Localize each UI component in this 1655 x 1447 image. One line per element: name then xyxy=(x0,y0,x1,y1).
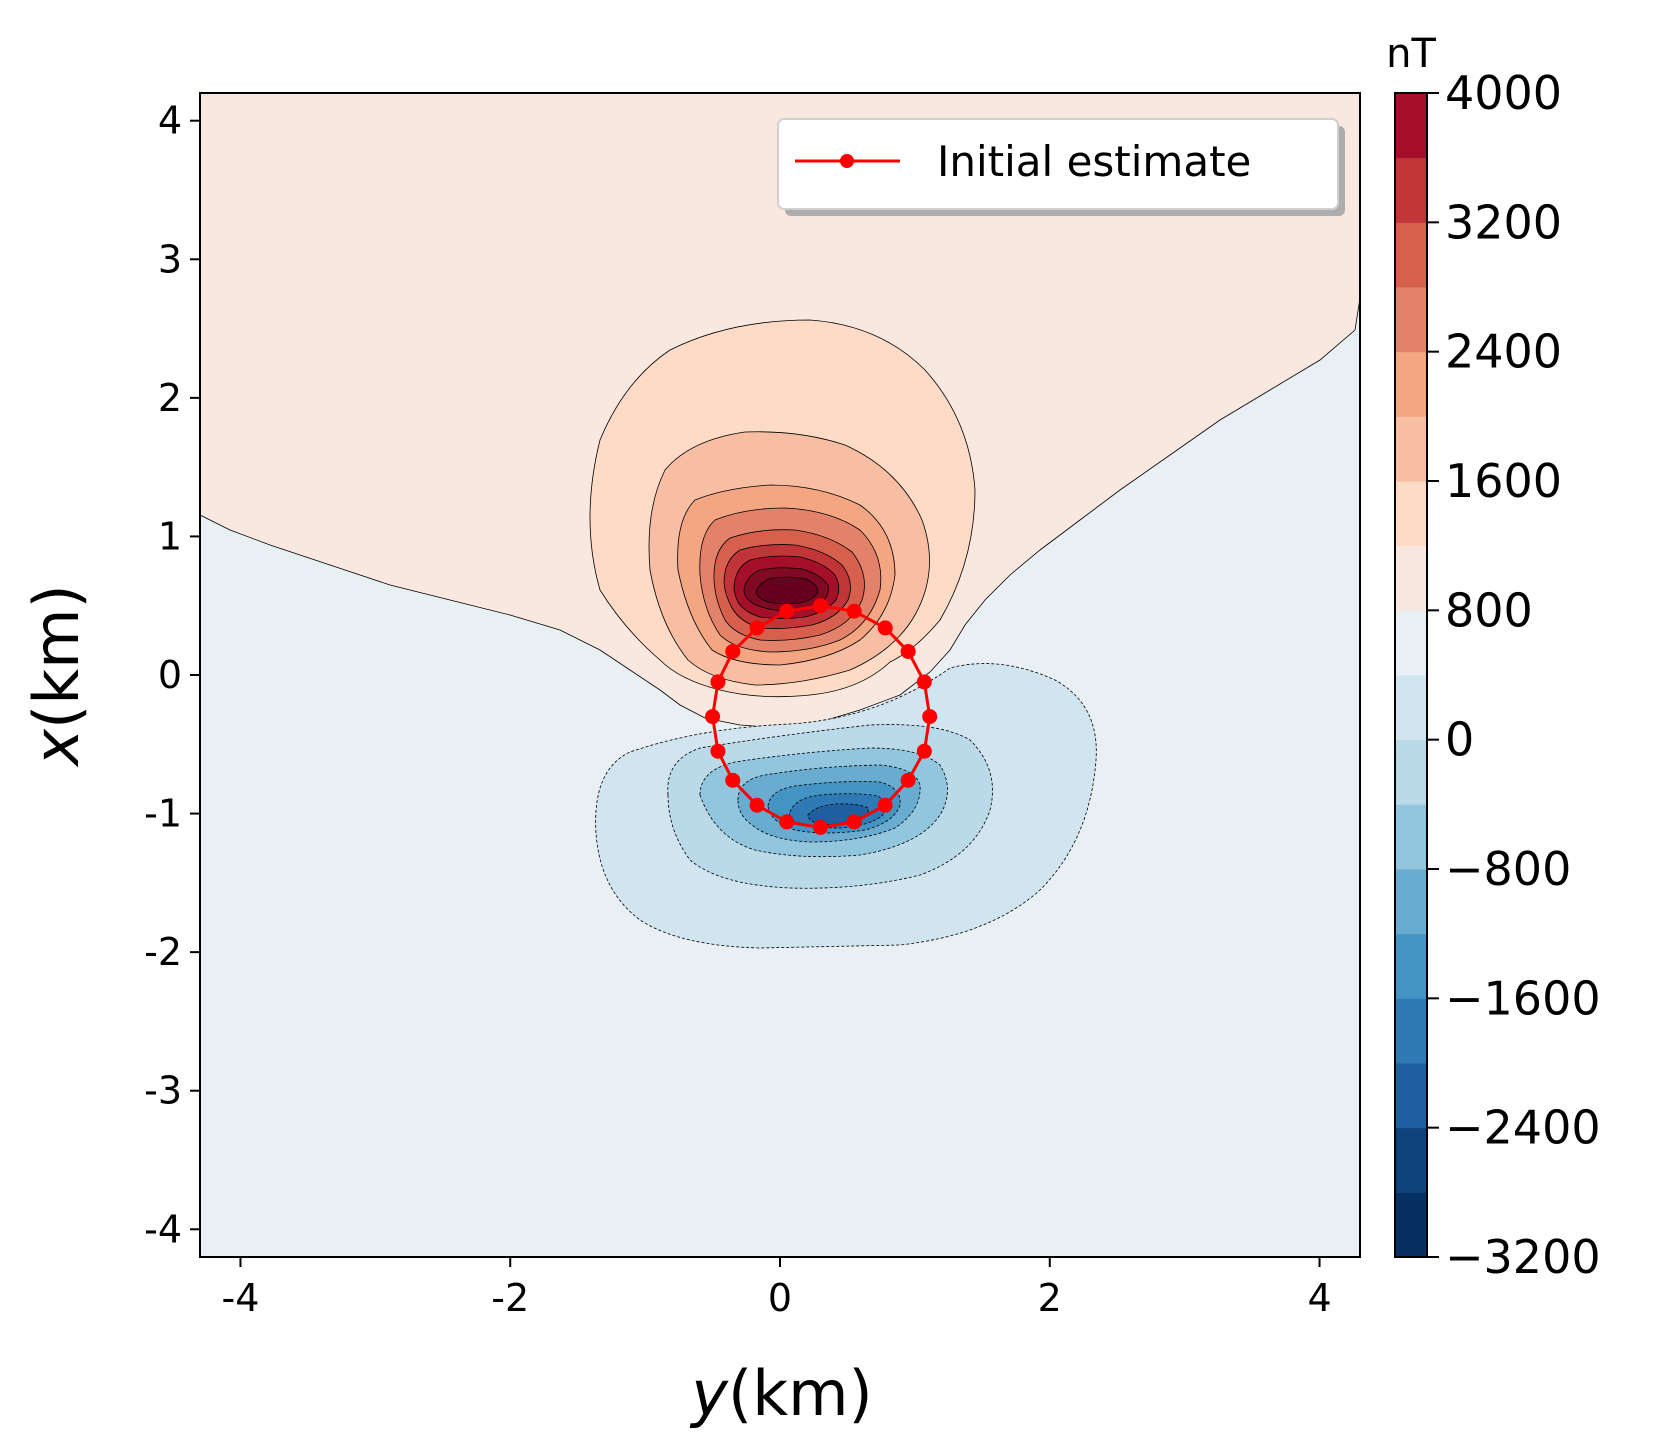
colorbar-tick-label: −3200 xyxy=(1445,1230,1601,1284)
colorbar-segment xyxy=(1395,93,1427,159)
y-tick-label: 1 xyxy=(158,514,182,558)
initial-estimate-point xyxy=(779,814,795,830)
initial-estimate-point xyxy=(900,772,916,788)
x-tick-label: -2 xyxy=(491,1276,529,1320)
colorbar-tick-label: 3200 xyxy=(1445,195,1562,249)
colorbar-segment xyxy=(1395,157,1427,223)
y-tick-label: -3 xyxy=(144,1069,182,1113)
initial-estimate-point xyxy=(710,674,726,690)
initial-estimate-point xyxy=(846,603,862,619)
initial-estimate-point xyxy=(916,674,932,690)
legend: Initial estimate xyxy=(777,118,1345,216)
initial-estimate-point xyxy=(705,709,721,725)
colorbar-segment xyxy=(1395,481,1427,547)
colorbar-segment xyxy=(1395,1063,1427,1129)
colorbar-tick-label: −2400 xyxy=(1445,1101,1601,1155)
initial-estimate-point xyxy=(779,603,795,619)
y-axis-ticks: 4 3 2 1 0 -1 -2 -3 -4 xyxy=(144,99,200,1251)
initial-estimate-point xyxy=(710,743,726,759)
contour-field xyxy=(200,93,1360,1257)
initial-estimate-point xyxy=(749,620,765,636)
colorbar-segment xyxy=(1395,998,1427,1064)
x-tick-label: 0 xyxy=(768,1276,792,1320)
colorbar-tick-label: −800 xyxy=(1445,842,1571,896)
initial-estimate-point xyxy=(916,743,932,759)
colorbar-segment xyxy=(1395,1192,1427,1258)
initial-estimate-series xyxy=(705,598,938,835)
y-tick-label: 4 xyxy=(158,99,182,143)
initial-estimate-point xyxy=(725,772,741,788)
initial-estimate-point xyxy=(877,797,893,813)
colorbar-segment xyxy=(1395,416,1427,482)
colorbar-segment xyxy=(1395,351,1427,417)
x-tick-label: 2 xyxy=(1038,1276,1062,1320)
y-tick-label: 3 xyxy=(158,237,182,281)
colorbar-segment xyxy=(1395,804,1427,870)
y-tick-label: 2 xyxy=(158,376,182,420)
initial-estimate-point xyxy=(749,797,765,813)
colorbar-tick-label: 800 xyxy=(1445,583,1533,637)
positive-contour-3600 xyxy=(755,576,819,605)
x-axis-label: y(km) xyxy=(689,1357,872,1430)
y-tick-label: -4 xyxy=(144,1207,182,1251)
colorbar-tick-label: 1600 xyxy=(1445,454,1562,508)
initial-estimate-point xyxy=(846,814,862,830)
colorbar-unit-label: nT xyxy=(1386,31,1436,77)
initial-estimate-point xyxy=(725,643,741,659)
colorbar-segment xyxy=(1395,933,1427,999)
initial-estimate-point xyxy=(812,819,828,835)
colorbar-tick-label: 4000 xyxy=(1445,66,1562,120)
legend-box xyxy=(777,118,1339,210)
colorbar-segment xyxy=(1395,739,1427,805)
x-tick-label: 4 xyxy=(1307,1276,1331,1320)
initial-estimate-point xyxy=(877,620,893,636)
legend-label: Initial estimate xyxy=(937,137,1251,186)
colorbar xyxy=(1395,93,1427,1258)
colorbar-segment xyxy=(1395,287,1427,353)
initial-estimate-point xyxy=(812,598,828,614)
y-axis-label: x(km) xyxy=(20,584,93,767)
y-tick-label: -2 xyxy=(144,930,182,974)
x-axis-ticks: -4 -2 0 2 4 xyxy=(222,1257,1332,1320)
colorbar-segment xyxy=(1395,545,1427,611)
initial-estimate-point xyxy=(922,709,938,725)
colorbar-segment xyxy=(1395,222,1427,288)
colorbar-ticks: 4000 3200 2400 1600 800 0 −800 −1600 −2400 −3200 xyxy=(1427,66,1601,1284)
colorbar-segment xyxy=(1395,610,1427,676)
colorbar-tick-label: 2400 xyxy=(1445,325,1562,379)
colorbar-tick-label: 0 xyxy=(1445,713,1474,767)
legend-marker-sample xyxy=(840,154,854,168)
colorbar-segment xyxy=(1395,869,1427,935)
colorbar-frame xyxy=(1394,92,1428,1258)
colorbar-segment xyxy=(1395,1127,1427,1193)
y-tick-label: 0 xyxy=(158,653,182,697)
colorbar-tick-label: −1600 xyxy=(1445,971,1601,1025)
y-tick-label: -1 xyxy=(144,792,182,836)
colorbar-segment xyxy=(1395,675,1427,741)
initial-estimate-point xyxy=(900,643,916,659)
x-tick-label: -4 xyxy=(222,1276,260,1320)
